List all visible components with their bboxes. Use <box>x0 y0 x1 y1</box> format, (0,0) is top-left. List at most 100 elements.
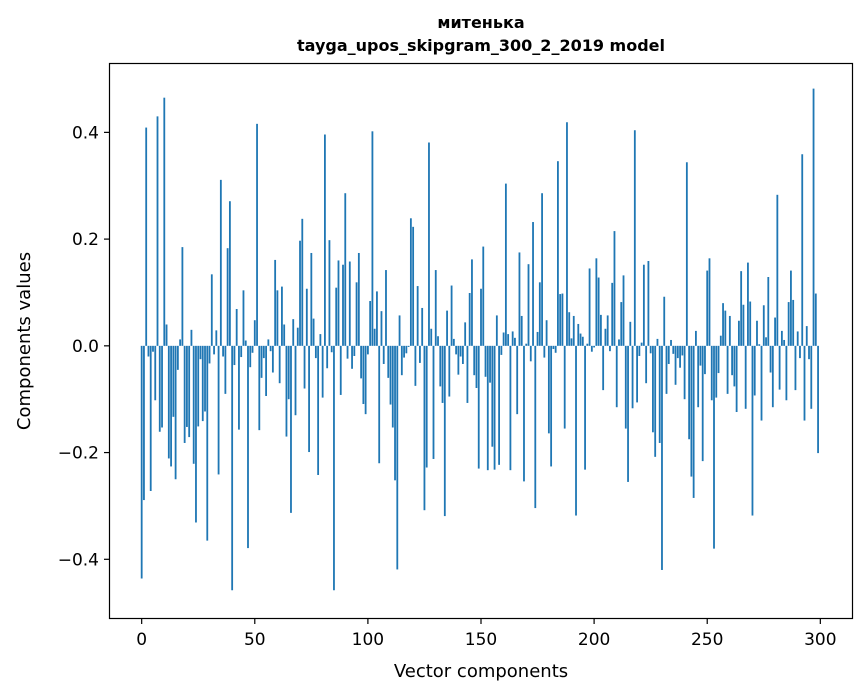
bar <box>609 345 611 352</box>
bar <box>717 345 720 374</box>
bar <box>559 294 562 346</box>
bar <box>477 345 480 469</box>
bar <box>265 345 267 396</box>
bar <box>249 345 252 368</box>
bar <box>398 315 401 346</box>
bar <box>480 288 482 346</box>
bar <box>330 345 333 353</box>
x-axis-label: Vector components <box>394 661 568 682</box>
bar <box>563 345 566 429</box>
bar <box>790 270 792 346</box>
bar <box>538 282 541 346</box>
bar <box>276 290 279 346</box>
bar <box>425 345 428 468</box>
bar <box>258 345 261 431</box>
chart-title: митенька <box>437 13 524 32</box>
bar <box>584 345 586 470</box>
bar <box>441 345 444 403</box>
bar <box>604 328 607 346</box>
bar <box>740 271 743 346</box>
bar <box>462 345 464 364</box>
bar <box>518 252 521 346</box>
bar <box>416 286 419 346</box>
bar <box>683 345 686 400</box>
bar <box>183 345 186 443</box>
bar <box>172 345 175 417</box>
bar <box>561 293 564 346</box>
bar <box>550 345 553 467</box>
bar <box>378 345 381 464</box>
bar <box>344 193 347 346</box>
bar <box>708 258 711 346</box>
bar <box>676 345 679 359</box>
x-tick-label: 50 <box>244 630 266 650</box>
bar <box>493 345 496 470</box>
bar <box>353 345 356 356</box>
bar <box>364 345 367 415</box>
bar <box>742 304 745 346</box>
bar <box>222 345 225 357</box>
bar <box>210 274 213 346</box>
bar <box>360 345 363 379</box>
bar <box>749 301 752 346</box>
x-tick-label: 150 <box>465 630 497 650</box>
bar <box>428 142 430 346</box>
y-tick-label: 0.4 <box>72 123 99 143</box>
y-axis-ticks: −0.4 −0.2 0.0 0.2 0.4 <box>58 123 110 570</box>
bar <box>808 345 810 360</box>
bars-group <box>140 88 819 591</box>
bar <box>455 345 458 355</box>
bar <box>613 231 616 346</box>
bar <box>267 339 270 346</box>
bar <box>495 315 498 346</box>
bar <box>335 287 338 346</box>
bar <box>796 331 799 346</box>
bar <box>701 345 704 462</box>
bar <box>597 277 600 346</box>
bar <box>154 345 157 401</box>
bar <box>733 345 736 387</box>
bar <box>697 345 700 408</box>
bar <box>787 302 790 346</box>
bar <box>801 154 804 346</box>
bar <box>805 326 808 346</box>
bar <box>396 345 399 570</box>
bar <box>767 277 770 346</box>
bar <box>792 299 795 346</box>
bar <box>326 345 329 369</box>
bar <box>817 345 819 454</box>
bar <box>645 345 648 384</box>
bar <box>274 259 277 346</box>
bar <box>484 345 487 377</box>
bar <box>224 345 227 394</box>
bar <box>421 307 424 346</box>
bar <box>262 345 265 359</box>
bar <box>201 345 204 422</box>
bar <box>452 338 455 346</box>
bar <box>292 319 295 346</box>
y-axis-label: Components values <box>14 252 35 430</box>
bar <box>606 315 609 346</box>
x-tick-label: 200 <box>578 630 610 650</box>
bar <box>242 290 245 346</box>
bar <box>434 270 437 346</box>
bar <box>294 345 297 416</box>
bar <box>400 345 403 376</box>
bar <box>446 310 448 346</box>
bar <box>665 345 668 394</box>
bar <box>219 179 222 346</box>
bar <box>615 345 618 408</box>
bar <box>443 345 446 517</box>
bar <box>475 345 478 388</box>
bar <box>566 122 568 346</box>
bar <box>685 162 688 346</box>
bar <box>552 345 555 350</box>
bar <box>228 201 231 346</box>
bar <box>260 345 263 378</box>
bar <box>760 345 763 421</box>
bar <box>339 345 342 395</box>
y-tick-label: 0.0 <box>72 337 99 357</box>
bar <box>699 345 702 366</box>
bar <box>145 127 148 346</box>
bar <box>776 194 779 346</box>
